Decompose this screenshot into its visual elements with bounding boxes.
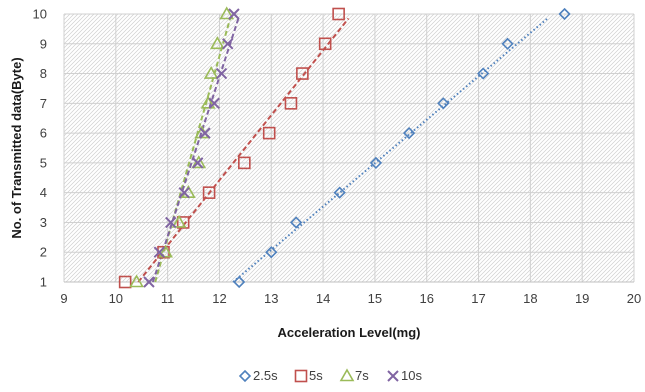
point-10s bbox=[208, 97, 220, 110]
y-tick-label: 4 bbox=[40, 185, 47, 200]
legend-label: 5s bbox=[309, 368, 323, 383]
point-7s bbox=[129, 274, 144, 288]
point-5s bbox=[202, 186, 216, 199]
plot-area bbox=[64, 14, 634, 282]
legend-label: 7s bbox=[355, 368, 369, 383]
point-2.5s bbox=[477, 67, 490, 80]
point-5s bbox=[318, 37, 332, 51]
data-points bbox=[118, 6, 571, 289]
point-2.5s bbox=[501, 37, 514, 50]
x-tick-label: 19 bbox=[575, 291, 589, 306]
point-10s bbox=[153, 246, 166, 258]
y-tick-label: 6 bbox=[40, 126, 47, 141]
y-axis-title: No. of Transmitted data(Byte) bbox=[9, 57, 24, 238]
point-2.5s bbox=[402, 126, 416, 140]
point-10s bbox=[215, 67, 228, 80]
point-5s bbox=[284, 97, 298, 110]
point-5s bbox=[262, 126, 276, 140]
point-10s bbox=[143, 276, 155, 288]
legend-label: 2.5s bbox=[253, 368, 278, 383]
point-7s bbox=[203, 65, 219, 79]
y-tick-label: 8 bbox=[40, 66, 47, 81]
grid-group bbox=[63, 13, 635, 283]
x-axis-title: Acceleration Level(mg) bbox=[277, 325, 420, 340]
point-5s bbox=[176, 216, 190, 229]
point-7s bbox=[210, 36, 225, 50]
y-tick-label: 7 bbox=[40, 96, 47, 111]
trendline-2.5s bbox=[232, 17, 549, 283]
x-tick-label: 9 bbox=[60, 291, 67, 306]
point-7s bbox=[219, 6, 235, 20]
x-tick-label: 14 bbox=[316, 291, 330, 306]
point-5s bbox=[332, 7, 345, 21]
point-10s bbox=[228, 8, 240, 20]
legend-label: 10s bbox=[401, 368, 422, 383]
point-7s bbox=[200, 95, 216, 109]
x-tick-label: 11 bbox=[161, 291, 175, 306]
point-10s bbox=[199, 127, 211, 139]
trendlines bbox=[137, 17, 549, 283]
point-5s bbox=[296, 67, 309, 80]
x-tick-label: 17 bbox=[471, 291, 485, 306]
x-tick-label: 15 bbox=[368, 291, 382, 306]
point-2.5s bbox=[558, 7, 571, 21]
x-tick-label: 10 bbox=[109, 291, 123, 306]
x-tick-label: 16 bbox=[419, 291, 433, 306]
point-5s bbox=[118, 275, 132, 289]
legend-marker-2.5s bbox=[238, 369, 252, 383]
y-tick-label: 9 bbox=[40, 36, 47, 51]
point-7s bbox=[171, 214, 187, 228]
x-tick-labels: 9 10 11 12 13 14 15 16 17 18 19 20 bbox=[60, 291, 641, 306]
point-10s bbox=[178, 186, 190, 199]
y-tick-labels: 1 2 3 4 5 6 7 8 9 10 bbox=[33, 7, 47, 290]
x-tick-label: 13 bbox=[264, 291, 278, 306]
trendline-5s bbox=[137, 17, 350, 283]
x-tick-label: 18 bbox=[523, 291, 537, 306]
point-10s bbox=[222, 38, 234, 50]
trendline-7s bbox=[154, 18, 232, 283]
point-7s bbox=[158, 244, 173, 258]
point-5s bbox=[238, 156, 251, 170]
y-tick-label: 3 bbox=[40, 215, 47, 230]
point-2.5s bbox=[333, 186, 346, 199]
point-2.5s bbox=[265, 246, 278, 259]
point-2.5s bbox=[290, 216, 303, 229]
y-tick-label: 10 bbox=[33, 7, 47, 22]
x-tick-label: 20 bbox=[627, 291, 641, 306]
point-10s bbox=[191, 157, 204, 169]
point-2.5s bbox=[233, 275, 246, 289]
point-2.5s bbox=[437, 97, 450, 110]
legend-marker-10s bbox=[387, 370, 399, 382]
legend: 2.5s 5s 7s 10s bbox=[238, 368, 422, 383]
x-tick-label: 12 bbox=[212, 291, 226, 306]
legend-marker-7s bbox=[339, 368, 355, 382]
trendline-10s bbox=[151, 18, 240, 283]
y-tick-label: 5 bbox=[40, 155, 47, 170]
y-tick-label: 1 bbox=[40, 275, 47, 290]
point-10s bbox=[165, 216, 177, 229]
legend-marker-5s bbox=[294, 369, 308, 383]
point-2.5s bbox=[369, 156, 383, 170]
y-tick-label: 2 bbox=[40, 245, 47, 260]
